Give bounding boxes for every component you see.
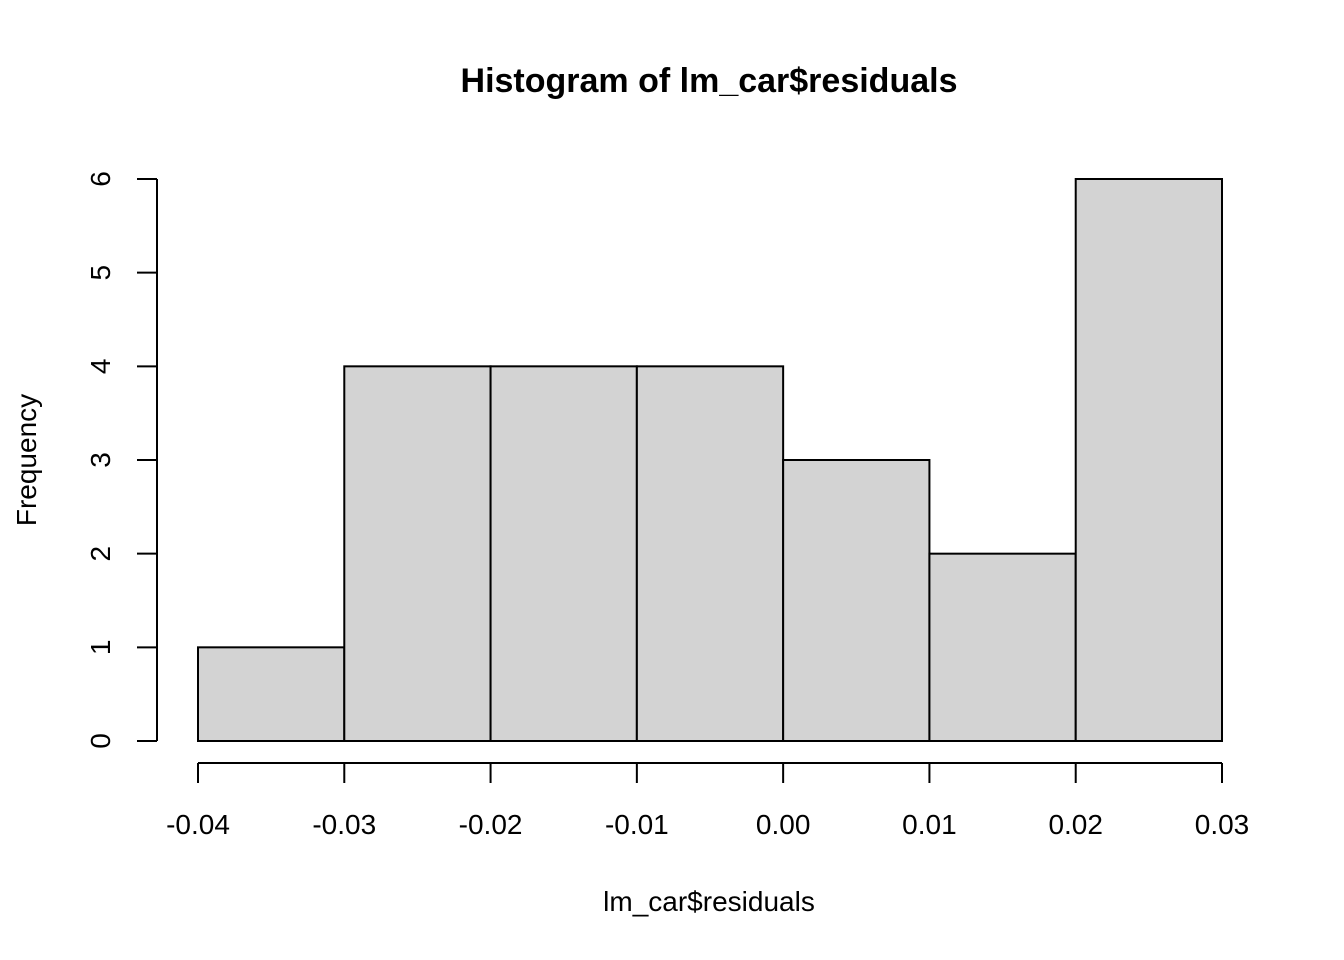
histogram-bar-2 <box>489 365 638 742</box>
histogram-bar-6 <box>1074 178 1223 742</box>
y-axis: 0 1 2 3 4 5 6 <box>85 171 158 749</box>
histogram-bar-4 <box>782 459 931 742</box>
x-tick-label-4: 0.00 <box>756 809 811 840</box>
x-tick-label-6: 0.02 <box>1048 809 1103 840</box>
x-tick-label-2: -0.02 <box>459 809 523 840</box>
y-tick-label-2: 2 <box>85 546 116 562</box>
x-tick-label-0: -0.04 <box>166 809 230 840</box>
y-tick-label-3: 3 <box>85 452 116 468</box>
y-tick-label-1: 1 <box>85 640 116 656</box>
x-axis-label: lm_car$residuals <box>603 886 815 917</box>
histogram-bar-1 <box>343 365 492 742</box>
y-tick-label-0: 0 <box>85 733 116 749</box>
histogram-bar-5 <box>928 552 1077 743</box>
x-tick-label-5: 0.01 <box>902 809 957 840</box>
y-axis-label: Frequency <box>11 394 42 526</box>
x-tick-label-7: 0.03 <box>1195 809 1250 840</box>
y-tick-label-5: 5 <box>85 265 116 281</box>
bars-group <box>197 178 1223 743</box>
x-tick-label-1: -0.03 <box>312 809 376 840</box>
chart-title: Histogram of lm_car$residuals <box>461 62 958 100</box>
histogram-bar-0 <box>197 646 346 742</box>
x-tick-label-3: -0.01 <box>605 809 669 840</box>
y-tick-label-4: 4 <box>85 359 116 375</box>
y-tick-label-6: 6 <box>85 171 116 187</box>
x-axis: -0.04 -0.03 -0.02 -0.01 0.00 0.01 0.02 0.03 <box>166 762 1250 840</box>
histogram-bar-3 <box>635 365 785 742</box>
